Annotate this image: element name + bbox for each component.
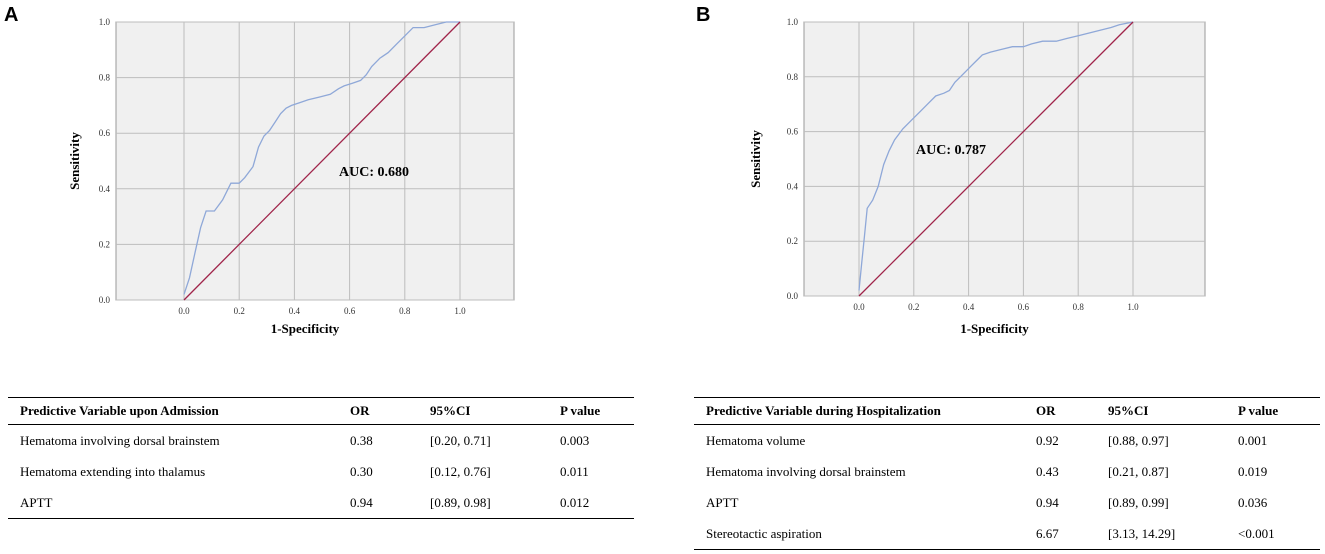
cell-p: 0.012 <box>548 487 634 519</box>
cell-ci: [0.12, 0.76] <box>430 463 491 479</box>
cell-p: 0.001 <box>1238 432 1268 448</box>
y-tick-label: 0.4 <box>99 184 111 194</box>
cell-or: 0.94 <box>338 487 418 519</box>
cell-p: 0.011 <box>560 463 589 479</box>
y-tick-label: 0.4 <box>787 181 799 191</box>
x-tick-label: 0.8 <box>1073 302 1085 312</box>
y-tick-label: 0.0 <box>99 295 111 305</box>
y-tick-label: 1.0 <box>787 17 799 27</box>
y-tick-label: 0.2 <box>787 236 798 246</box>
table-row: Stereotactic aspiration 6.67 [3.13, 14.2… <box>694 518 1320 550</box>
cell-or: 0.30 <box>350 463 373 479</box>
cell-p: <0.001 <box>1226 518 1320 550</box>
x-axis-title: 1-Specificity <box>271 321 340 336</box>
cell-ci: [0.20, 0.71] <box>430 432 491 448</box>
header-ci: 95%CI <box>1096 397 1226 425</box>
x-tick-label: 0.4 <box>289 306 301 316</box>
cell-ci: [0.89, 0.98] <box>418 487 548 519</box>
y-tick-label: 0.6 <box>99 128 111 138</box>
cell-or: 0.38 <box>350 432 373 448</box>
predictor-table-hospitalization: Predictive Variable during Hospitalizati… <box>694 397 1320 550</box>
cell-ci: [0.88, 0.97] <box>1108 432 1169 448</box>
plot-area <box>115 21 515 301</box>
y-axis-title: Sensitivity <box>748 130 763 188</box>
x-tick-label: 1.0 <box>1127 302 1139 312</box>
y-tick-label: 0.6 <box>787 127 799 137</box>
auc-annotation: AUC: 0.680 <box>339 165 409 180</box>
table-row: APTT 0.94 [0.89, 0.99] 0.036 <box>694 487 1320 518</box>
header-variable: Predictive Variable upon Admission <box>8 397 338 425</box>
y-tick-label: 0.0 <box>787 291 799 301</box>
auc-annotation: AUC: 0.787 <box>916 143 986 158</box>
y-tick-label: 1.0 <box>99 17 111 27</box>
panel-label-b: B <box>696 4 711 26</box>
cell-p: 0.003 <box>560 432 590 448</box>
cell-variable: Hematoma involving dorsal brainstem <box>20 432 220 448</box>
x-tick-label: 0.2 <box>908 302 919 312</box>
cell-p: 0.019 <box>1238 463 1268 479</box>
x-tick-label: 0.8 <box>399 306 411 316</box>
cell-variable: Hematoma volume <box>706 432 806 448</box>
cell-or: 0.94 <box>1036 494 1059 510</box>
x-tick-label: 0.0 <box>178 306 190 316</box>
table-row: Hematoma involving dorsal brainstem 0.43… <box>694 456 1320 487</box>
y-axis-title: Sensitivity <box>67 132 82 190</box>
header-or: OR <box>338 397 418 425</box>
table-header-row: Predictive Variable during Hospitalizati… <box>694 397 1320 425</box>
x-tick-label: 0.6 <box>344 306 356 316</box>
cell-p: 0.036 <box>1238 494 1268 510</box>
plot-area <box>803 21 1206 297</box>
cell-variable: Hematoma extending into thalamus <box>20 463 206 479</box>
table-header-row: Predictive Variable upon Admission OR 95… <box>8 397 634 425</box>
x-axis-title: 1-Specificity <box>960 321 1029 336</box>
x-tick-label: 0.6 <box>1018 302 1030 312</box>
header-p: P value <box>1226 397 1320 425</box>
cell-ci: [0.89, 0.99] <box>1108 494 1169 510</box>
x-tick-label: 0.0 <box>853 302 865 312</box>
header-ci: 95%CI <box>418 397 548 425</box>
x-tick-label: 0.2 <box>234 306 245 316</box>
y-tick-label: 0.8 <box>787 72 799 82</box>
panel-label-a: A <box>4 4 19 26</box>
header-variable: Predictive Variable during Hospitalizati… <box>694 397 1024 425</box>
predictor-table-admission: Predictive Variable upon Admission OR 95… <box>8 397 634 519</box>
table-row: Hematoma involving dorsal brainstem 0.38… <box>8 425 634 457</box>
y-tick-label: 0.2 <box>99 239 110 249</box>
table-row: Hematoma volume 0.92 [0.88, 0.97] 0.001 <box>694 425 1320 457</box>
x-tick-label: 1.0 <box>454 306 466 316</box>
cell-or: 6.67 <box>1024 518 1096 550</box>
y-tick-label: 0.8 <box>99 73 111 83</box>
cell-variable: APTT <box>8 487 338 519</box>
cell-or: 0.43 <box>1036 463 1059 479</box>
header-or: OR <box>1024 397 1096 425</box>
x-tick-label: 0.4 <box>963 302 975 312</box>
cell-variable: APTT <box>706 494 739 510</box>
reference-diagonal-line <box>858 21 1134 297</box>
header-p: P value <box>548 397 634 425</box>
roc-curve-line <box>183 21 460 295</box>
cell-variable: Hematoma involving dorsal brainstem <box>706 463 906 479</box>
cell-variable: Stereotactic aspiration <box>694 518 1024 550</box>
reference-diagonal-line <box>183 21 461 301</box>
cell-or: 0.92 <box>1036 432 1059 448</box>
cell-ci: [0.21, 0.87] <box>1108 463 1169 479</box>
cell-ci: [3.13, 14.29] <box>1096 518 1226 550</box>
roc-curve-line <box>858 21 1134 291</box>
table-row: APTT 0.94 [0.89, 0.98] 0.012 <box>8 487 634 519</box>
table-row: Hematoma extending into thalamus 0.30 [0… <box>8 456 634 487</box>
